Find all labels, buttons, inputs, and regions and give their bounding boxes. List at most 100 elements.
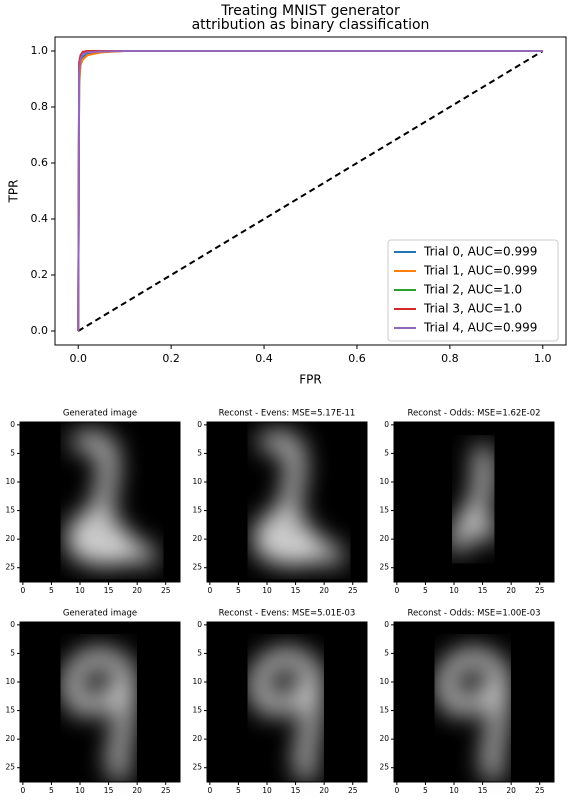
x-tick-label: 5	[236, 586, 241, 595]
x-tick-label: 5	[49, 786, 54, 795]
y-tick-label: 5	[10, 648, 15, 657]
x-tick-label: 20	[132, 786, 142, 795]
x-tick-label: 0.6	[348, 352, 366, 365]
y-tick-label: 10	[5, 677, 15, 686]
y-tick-label: 10	[379, 677, 389, 686]
x-tick-label: 20	[506, 786, 516, 795]
x-tick-label: 0.2	[162, 352, 180, 365]
legend-label: Trial 0, AUC=0.999	[423, 245, 537, 259]
x-tick-label: 20	[132, 586, 142, 595]
x-tick-label: 20	[319, 786, 329, 795]
digit-image	[450, 445, 497, 553]
y-tick-label: 15	[192, 706, 202, 715]
y-axis-label: TPR	[7, 180, 21, 204]
y-tick-label: 5	[384, 648, 389, 657]
x-tick-label: 15	[291, 786, 301, 795]
x-tick-label: 25	[161, 786, 171, 795]
y-tick-label: 15	[5, 706, 15, 715]
y-tick-label: 20	[192, 534, 202, 543]
roc-line	[77, 50, 543, 332]
x-tick-label: 0	[20, 586, 25, 595]
x-tick-label: 25	[161, 586, 171, 595]
y-tick-label: 15	[379, 506, 389, 515]
x-tick-label: 10	[262, 586, 272, 595]
digit-image	[254, 432, 344, 565]
legend-label: Trial 3, AUC=1.0	[423, 302, 522, 316]
panel-title: Reconst - Evens: MSE=5.17E-11	[219, 409, 356, 419]
y-tick-label: 0.4	[31, 212, 49, 225]
x-tick-label: 0	[20, 786, 25, 795]
y-tick-label: 0.0	[31, 324, 49, 337]
y-tick-label: 20	[192, 734, 202, 743]
x-tick-label: 5	[236, 786, 241, 795]
x-tick-label: 20	[506, 586, 516, 595]
x-tick-label: 25	[348, 586, 358, 595]
x-tick-label: 15	[104, 586, 114, 595]
y-tick-label: 15	[5, 506, 15, 515]
x-tick-label: 15	[478, 586, 488, 595]
y-tick-label: 25	[192, 563, 202, 572]
y-tick-label: 20	[5, 534, 15, 543]
y-tick-label: 5	[384, 448, 389, 457]
image-frame	[393, 421, 555, 583]
x-tick-label: 10	[75, 786, 85, 795]
x-tick-label: 10	[449, 586, 459, 595]
legend-label: Trial 2, AUC=1.0	[423, 283, 522, 297]
legend-label: Trial 1, AUC=0.999	[423, 264, 537, 278]
x-tick-label: 5	[423, 586, 428, 595]
x-tick-label: 5	[423, 786, 428, 795]
x-axis-label: FPR	[299, 373, 321, 387]
y-tick-label: 25	[5, 763, 15, 772]
y-tick-label: 10	[5, 477, 15, 486]
y-tick-label: 5	[197, 648, 202, 657]
image-frame	[206, 421, 368, 583]
y-tick-label: 20	[379, 734, 389, 743]
x-tick-label: 10	[262, 786, 272, 795]
image-frame	[206, 621, 368, 783]
y-tick-label: 25	[5, 563, 15, 572]
y-tick-label: 15	[192, 506, 202, 515]
x-tick-label: 0	[207, 786, 212, 795]
y-tick-label: 1.0	[31, 44, 49, 57]
panel-title: Generated image	[63, 409, 137, 419]
y-tick-label: 0.2	[31, 268, 49, 281]
panel-title: Generated image	[63, 609, 137, 619]
y-tick-label: 0	[384, 620, 389, 629]
image-frame	[19, 621, 181, 783]
y-tick-label: 10	[192, 677, 202, 686]
y-tick-label: 0	[384, 420, 389, 429]
x-tick-label: 15	[478, 786, 488, 795]
y-tick-label: 25	[379, 563, 389, 572]
y-tick-label: 15	[379, 706, 389, 715]
y-tick-label: 10	[379, 477, 389, 486]
x-tick-label: 5	[49, 586, 54, 595]
panel-title: Reconst - Evens: MSE=5.01E-03	[219, 609, 356, 619]
chart-title: Treating MNIST generator attribution as b…	[192, 3, 430, 33]
panel-title: Reconst - Odds: MSE=1.00E-03	[407, 609, 540, 619]
axes-frame	[54, 36, 567, 346]
x-tick-label: 0	[394, 586, 399, 595]
x-tick-label: 0	[394, 786, 399, 795]
y-tick-label: 25	[192, 763, 202, 772]
y-tick-label: 0	[197, 420, 202, 429]
y-tick-label: 0	[197, 620, 202, 629]
x-tick-label: 10	[75, 586, 85, 595]
x-tick-label: 15	[291, 586, 301, 595]
x-tick-label: 15	[104, 786, 114, 795]
legend-label: Trial 4, AUC=0.999	[423, 321, 537, 335]
image-frame	[19, 421, 181, 583]
y-tick-label: 5	[197, 448, 202, 457]
panel-title: Reconst - Odds: MSE=1.62E-02	[407, 409, 540, 419]
plot-area	[77, 50, 544, 332]
digit-image	[437, 649, 508, 782]
x-tick-label: 0.4	[255, 352, 273, 365]
image-frame	[393, 621, 555, 783]
y-tick-label: 20	[379, 534, 389, 543]
y-tick-label: 25	[379, 763, 389, 772]
y-tick-label: 20	[5, 734, 15, 743]
y-tick-label: 5	[10, 448, 15, 457]
y-tick-label: 0	[10, 620, 15, 629]
x-tick-label: 1.0	[534, 352, 552, 365]
x-tick-label: 0.0	[69, 352, 87, 365]
